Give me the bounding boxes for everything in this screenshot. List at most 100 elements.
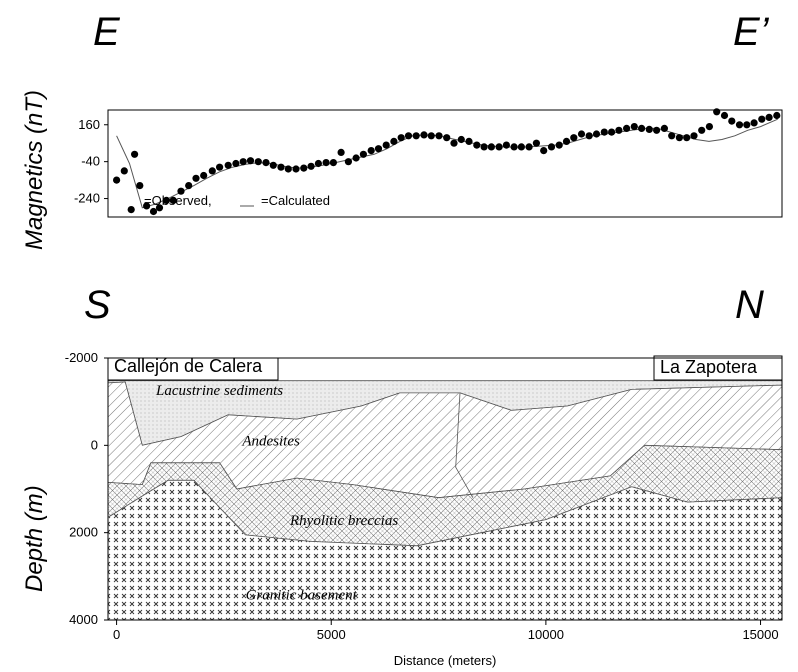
label-e: E xyxy=(93,10,121,54)
observed-point xyxy=(585,132,593,140)
observed-point xyxy=(473,141,481,149)
depth-frame xyxy=(107,357,783,621)
observed-point xyxy=(615,126,623,134)
depth-y-tick-label: 0 xyxy=(91,437,98,452)
observed-point xyxy=(758,115,766,123)
observed-point xyxy=(525,143,533,151)
depth-y-label: Depth (m) xyxy=(21,485,48,592)
observed-point xyxy=(577,130,586,138)
depth-y-tick-label: 2000 xyxy=(69,525,98,540)
observed-point xyxy=(232,159,240,168)
observed-point xyxy=(743,121,751,129)
observed-point xyxy=(367,147,375,155)
observed-point xyxy=(246,157,255,165)
observed-point xyxy=(705,123,714,131)
unit-label-rhyolitic-breccias: Rhyolitic breccias xyxy=(289,513,398,529)
depth-x-label: Distance (meters) xyxy=(394,653,497,668)
magnetics-legend: =Observed, =Calculated xyxy=(144,193,330,208)
legend-observed: =Observed, xyxy=(144,193,212,208)
observed-point xyxy=(653,126,661,134)
observed-point xyxy=(532,139,541,147)
observed-point xyxy=(200,171,208,180)
observed-point xyxy=(284,165,292,173)
place-callejon-de-calera: Callejón de Calera xyxy=(114,356,263,376)
depth-x-tick-label: 15000 xyxy=(742,627,778,642)
observed-point xyxy=(570,134,578,142)
observed-point xyxy=(412,132,420,140)
depth-section-panel: Depth (m) Callejón de Calera La Zapotera… xyxy=(21,350,783,668)
observed-point xyxy=(683,134,691,142)
observed-point xyxy=(427,132,435,140)
observed-point xyxy=(192,174,200,182)
observed-point xyxy=(149,207,158,216)
observed-point xyxy=(623,124,631,132)
place-box-right xyxy=(653,355,783,381)
depth-y-tick-label: 4000 xyxy=(69,612,98,627)
depth-y-tick-label: -2000 xyxy=(65,350,98,365)
internal-contact xyxy=(455,392,474,498)
observed-point xyxy=(337,148,345,156)
observed-point xyxy=(600,128,608,136)
observed-point xyxy=(608,128,616,136)
observed-point xyxy=(480,143,488,151)
observed-point xyxy=(136,182,144,190)
observed-point xyxy=(314,159,322,168)
observed-point xyxy=(668,132,676,140)
observed-point xyxy=(322,159,330,167)
observed-point xyxy=(420,131,428,139)
observed-point xyxy=(390,137,398,145)
unit-label-lacustrine-sediments: Lacustrine sediments xyxy=(155,383,283,399)
calculated-line xyxy=(116,118,778,209)
observed-point xyxy=(352,154,360,162)
label-s: S xyxy=(84,283,111,327)
observed-point xyxy=(307,162,315,170)
observed-point xyxy=(185,182,193,190)
magnetics-y-tick-label: 160 xyxy=(78,117,100,132)
observed-point xyxy=(169,196,177,204)
observed-point xyxy=(713,108,721,116)
observed-point xyxy=(735,121,744,129)
observed-point xyxy=(254,158,262,166)
label-n: N xyxy=(735,283,764,327)
observed-point xyxy=(675,134,684,142)
observed-point xyxy=(162,196,170,204)
observed-point xyxy=(131,150,139,158)
magnetics-frame xyxy=(107,109,783,218)
observed-point xyxy=(127,206,135,214)
magnetics-panel: Magnetics (nT) 160 -40 -240 =Observed, =Ca… xyxy=(21,90,783,250)
legend-calculated: =Calculated xyxy=(261,193,330,208)
observed-point xyxy=(382,141,390,149)
observed-point xyxy=(155,204,164,212)
observed-point xyxy=(224,161,232,169)
unit-label-granitic-basement: Granitic basement xyxy=(246,588,358,604)
observed-point xyxy=(208,167,216,175)
observed-point xyxy=(177,187,185,195)
observed-point xyxy=(269,161,277,169)
observed-point xyxy=(547,143,556,151)
observed-point xyxy=(510,143,518,151)
observed-point xyxy=(502,141,510,149)
observed-point xyxy=(239,158,247,166)
observed-point xyxy=(690,132,698,140)
observed-point xyxy=(517,143,526,151)
observed-point xyxy=(450,139,458,147)
observed-point xyxy=(540,147,548,155)
observed-point xyxy=(113,176,121,184)
observed-point xyxy=(638,124,646,132)
observed-point xyxy=(374,145,383,153)
observed-point xyxy=(630,123,638,131)
depth-x-tick-label: 5000 xyxy=(317,627,346,642)
observed-point xyxy=(262,159,270,167)
unit-label-andesites: Andesites xyxy=(241,433,300,449)
observed-point xyxy=(435,132,443,140)
observed-point xyxy=(465,137,473,145)
place-la-zapotera: La Zapotera xyxy=(660,357,758,377)
label-e-prime: E’ xyxy=(733,10,770,54)
observed-point xyxy=(698,126,706,134)
observed-point xyxy=(292,165,300,173)
observed-point xyxy=(773,111,781,120)
observed-point xyxy=(660,124,669,132)
observed-point xyxy=(120,167,128,175)
observed-point xyxy=(143,202,151,210)
